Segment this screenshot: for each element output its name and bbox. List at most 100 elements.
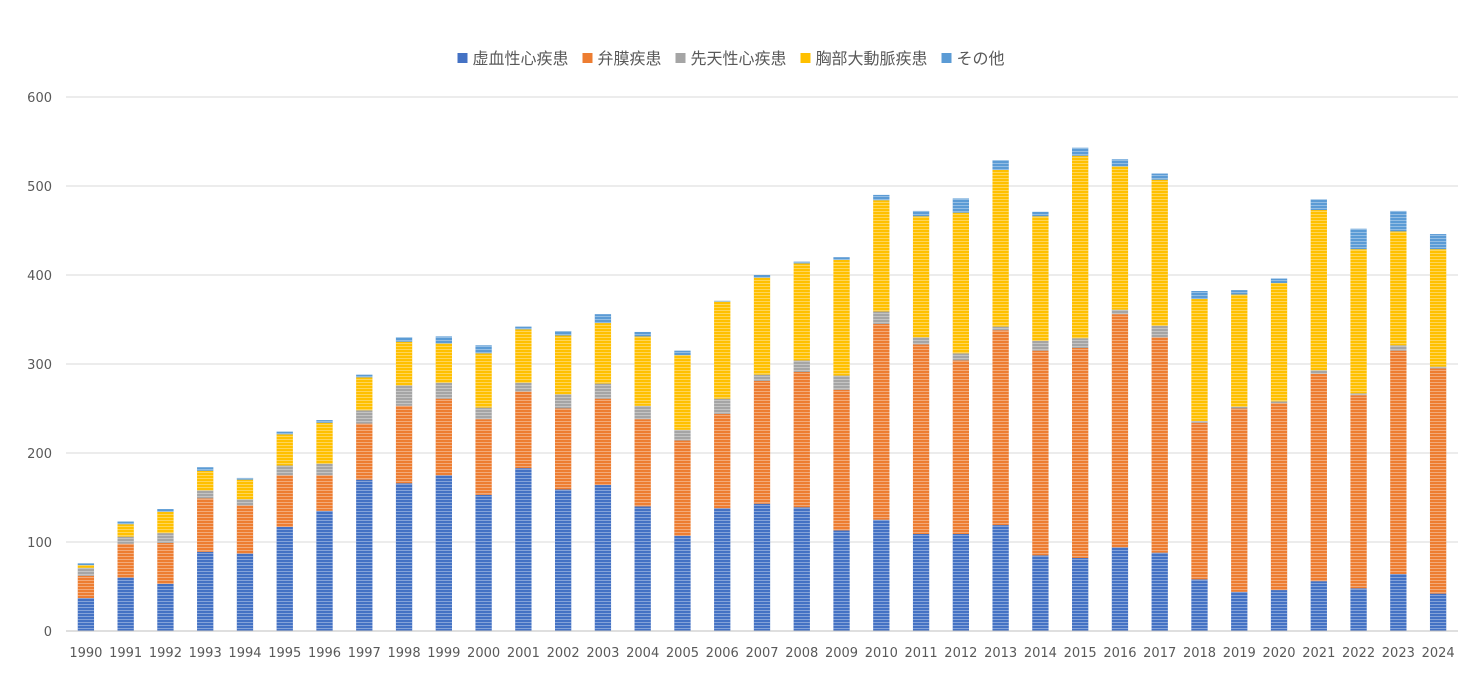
bar-segment-texture xyxy=(1310,581,1327,631)
bar-segment-texture xyxy=(1270,401,1288,404)
bar-segment-texture xyxy=(1032,216,1049,341)
bar-segment-texture xyxy=(1429,366,1447,369)
x-tick-label: 2003 xyxy=(586,646,619,661)
bar-segment-texture xyxy=(1151,552,1168,631)
bar-segment-texture xyxy=(793,360,810,373)
x-tick-label: 2020 xyxy=(1262,646,1295,661)
bar-segment-texture xyxy=(634,331,651,337)
bar-segment-texture xyxy=(197,470,214,491)
x-tick-label: 2005 xyxy=(666,646,699,661)
bar-segment-texture xyxy=(157,509,174,512)
bar-segment-texture xyxy=(912,337,930,345)
bar-segment-texture xyxy=(992,169,1009,327)
x-tick-label: 2012 xyxy=(944,646,977,661)
bars xyxy=(77,147,1447,631)
bar-segment-texture xyxy=(1191,299,1208,421)
bar-segment-texture xyxy=(117,577,134,631)
bar-segment-texture xyxy=(1231,290,1248,295)
x-tick-label: 2010 xyxy=(865,646,898,661)
bar-segment-texture xyxy=(197,498,214,552)
bar-segment-texture xyxy=(594,398,612,486)
legend-label: 胸部大動脈疾患 xyxy=(816,49,928,68)
y-tick-label: 100 xyxy=(27,536,52,551)
x-tick-label: 2019 xyxy=(1223,646,1256,661)
bar-segment-texture xyxy=(674,440,691,536)
x-tick-label: 1997 xyxy=(348,646,381,661)
x-tick-label: 2016 xyxy=(1103,646,1136,661)
bar-segment-texture xyxy=(634,506,651,631)
legend-label: その他 xyxy=(957,49,1005,68)
bar-segment-texture xyxy=(316,463,333,476)
bar-segment-texture xyxy=(793,263,810,361)
x-tick-label: 1992 xyxy=(149,646,182,661)
bar-segment-texture xyxy=(157,583,174,631)
bar-segment-texture xyxy=(674,429,691,441)
bar-segment-texture xyxy=(634,419,651,507)
y-tick-label: 300 xyxy=(27,358,52,373)
bar-segment-texture xyxy=(992,330,1009,526)
bar-segment-texture xyxy=(1310,373,1327,582)
bar-segment-texture xyxy=(435,398,452,476)
bar-segment-texture xyxy=(1191,420,1208,423)
bar-segment-texture xyxy=(276,475,293,527)
bar-segment-texture xyxy=(594,314,612,324)
x-tick-label: 2008 xyxy=(785,646,818,661)
bar-segment-texture xyxy=(316,510,333,631)
legend-swatch xyxy=(457,53,468,63)
bar-segment-texture xyxy=(356,423,373,480)
bar-segment-texture xyxy=(1231,591,1248,631)
bar-segment-texture xyxy=(554,335,572,395)
x-tick-label: 2001 xyxy=(507,646,540,661)
bar-segment-texture xyxy=(435,475,452,631)
bar-segment-texture xyxy=(515,391,532,469)
bar-segment-texture xyxy=(1310,199,1327,211)
bar-segment-texture xyxy=(1072,147,1089,156)
bar-segment-texture xyxy=(197,467,214,471)
bar-segment-texture xyxy=(1032,555,1049,631)
bar-segment-texture xyxy=(554,331,572,336)
bar-segment-texture xyxy=(873,200,890,312)
bar-segment-texture xyxy=(475,353,492,408)
x-tick-label: 2024 xyxy=(1422,646,1455,661)
bar-segment-texture xyxy=(1191,291,1208,300)
bar-segment-texture xyxy=(316,422,333,464)
x-tick-label: 1995 xyxy=(268,646,301,661)
bar-segment-texture xyxy=(1390,574,1407,631)
bar-segment-texture xyxy=(117,521,134,525)
bar-segment-texture xyxy=(912,533,930,631)
bar-segment-texture xyxy=(873,519,890,631)
bar-segment-texture xyxy=(873,323,890,520)
bar-segment-texture xyxy=(554,489,572,631)
x-tick-label: 2021 xyxy=(1302,646,1335,661)
bar-segment-texture xyxy=(833,259,850,376)
bar-segment-texture xyxy=(197,490,214,499)
bar-segment-texture xyxy=(77,575,95,599)
x-tick-label: 2018 xyxy=(1183,646,1216,661)
bar-segment-texture xyxy=(674,355,691,430)
bar-segment-texture xyxy=(1350,249,1367,394)
bar-segment-texture xyxy=(395,337,413,342)
bar-segment-texture xyxy=(714,398,731,414)
bar-segment-texture xyxy=(714,300,731,302)
bar-segment-texture xyxy=(1151,179,1168,326)
x-tick-label: 1996 xyxy=(308,646,341,661)
bar-segment-texture xyxy=(356,410,373,424)
legend-label: 虚血性心疾患 xyxy=(473,49,569,68)
bar-segment-texture xyxy=(236,479,254,500)
bar-segment-texture xyxy=(117,524,134,537)
bar-segment-texture xyxy=(714,413,731,509)
bar-segment-texture xyxy=(276,434,293,466)
bar-segment-texture xyxy=(1072,558,1089,631)
bar-segment-texture xyxy=(554,408,572,490)
bar-segment-texture xyxy=(594,323,612,384)
bar-segment-texture xyxy=(1429,249,1447,367)
bar-segment-texture xyxy=(515,382,532,392)
bar-segment-texture xyxy=(833,257,850,260)
bar-segment-texture xyxy=(1151,337,1168,553)
y-tick-label: 400 xyxy=(27,269,52,284)
bar-segment-texture xyxy=(952,533,970,631)
x-tick-label: 2009 xyxy=(825,646,858,661)
bar-segment-texture xyxy=(674,535,691,631)
bar-segment-texture xyxy=(1270,403,1288,591)
bar-segment-texture xyxy=(1429,368,1447,594)
